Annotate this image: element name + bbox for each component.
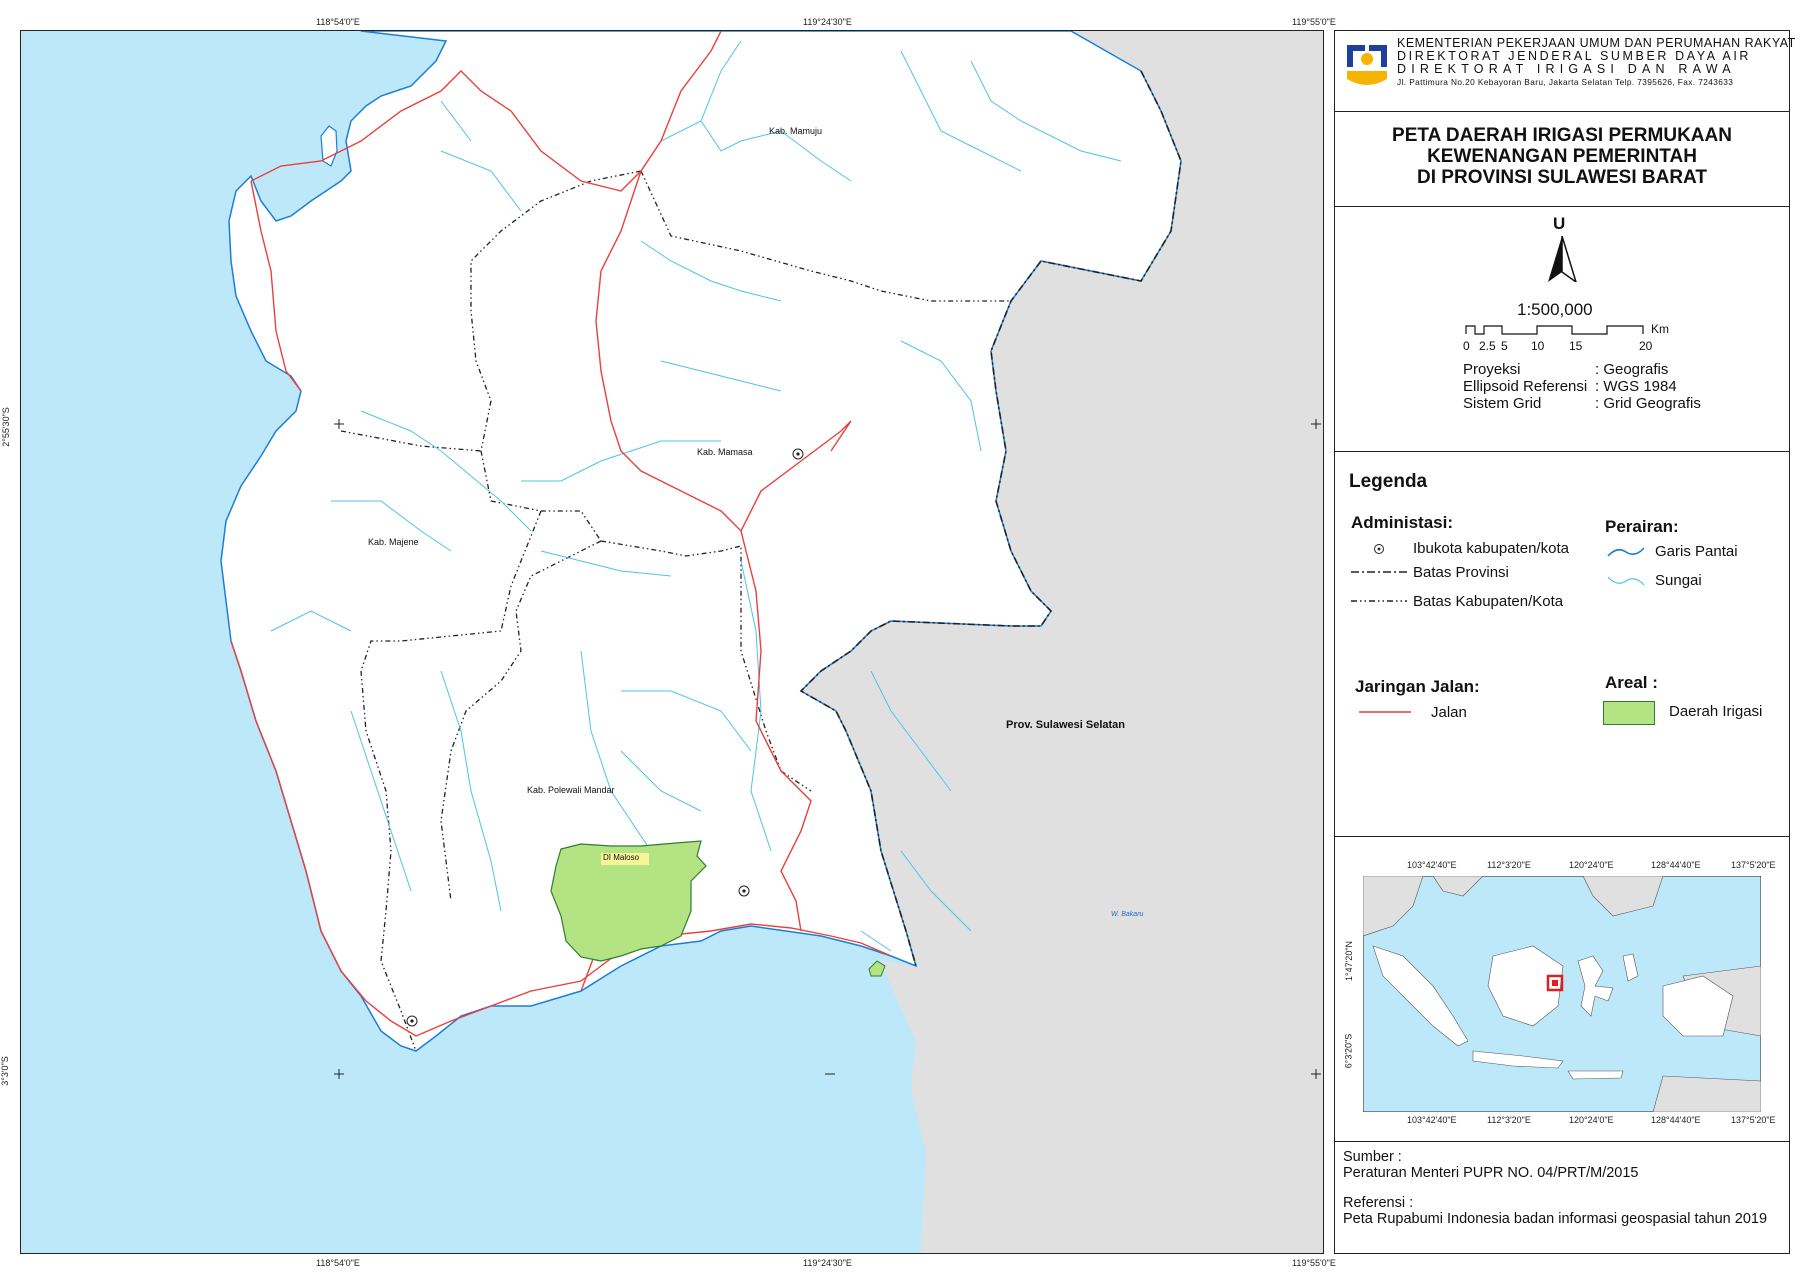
inset-top-tick-1: 103°42'40"E — [1407, 860, 1457, 870]
river-symbol-icon — [1607, 576, 1645, 586]
small-island — [320, 125, 338, 167]
inset-top-tick-4: 128°44'40"E — [1651, 860, 1701, 870]
referensi-label: Referensi : — [1343, 1195, 1414, 1211]
graticule-left-2: 3°3'0"S — [0, 1056, 10, 1086]
inset-indonesia-land — [1372, 945, 1734, 1080]
province-boundary — [799, 70, 1182, 967]
irrigation-area-di-maloso — [550, 840, 707, 962]
inset-top-tick-3: 120°24'0"E — [1569, 860, 1614, 870]
legend-jalan-title: Jaringan Jalan: — [1355, 677, 1480, 696]
irrigation-symbol — [1603, 701, 1655, 725]
label-kab-mamasa: Kab. Mamasa — [697, 447, 753, 457]
graticule-bottom-1: 118°54'0"E — [316, 1258, 360, 1268]
map-specs: U 1:500,000 0 2.5 5 10 15 20 Km Proyeksi… — [1335, 206, 1789, 452]
north-arrow-icon — [1548, 236, 1577, 282]
label-kab-majene: Kab. Majene — [368, 537, 419, 547]
label-w-bakaru: W. Bakaru — [1111, 911, 1144, 918]
ellipsoid-value: : WGS 1984 — [1595, 378, 1677, 395]
inset-bottom-tick-2: 112°3'20"E — [1487, 1115, 1531, 1125]
regency-boundary-symbol-icon — [1351, 600, 1407, 602]
label-prov-sulawesi-selatan: Prov. Sulawesi Selatan — [1006, 719, 1126, 731]
province-boundary-symbol-icon — [1351, 571, 1407, 573]
north-label: U — [1553, 214, 1566, 233]
sumber-label: Sumber : — [1343, 1149, 1402, 1165]
sources: Sumber : Peraturan Menteri PUPR NO. 04/P… — [1335, 1141, 1789, 1253]
road-symbol-icon — [1359, 711, 1411, 713]
title-line-3: DI PROVINSI SULAWESI BARAT — [1417, 167, 1707, 188]
inset-map-indonesia — [1363, 876, 1761, 1112]
legend-jalan: Jalan — [1431, 704, 1467, 721]
sulsel-area — [801, 31, 1323, 1253]
projection-key: Proyeksi — [1463, 361, 1521, 378]
graticule-top-1: 118°54'0"E — [316, 17, 360, 27]
label-kab-polewali-mandar: Kab. Polewali Mandar — [527, 785, 615, 795]
inset-left-tick-1: 1°47'20"N — [1344, 940, 1355, 982]
map-canvas — [21, 31, 1323, 1253]
inset-top-tick-5: 137°5'20"E — [1731, 860, 1776, 870]
graticule-crosses — [334, 419, 1321, 1079]
legend-admin-title: Administasi: — [1351, 513, 1454, 532]
di-maloso-label-bg — [601, 853, 649, 865]
capital-marker-dots — [410, 452, 800, 1023]
scale-tick-2-5: 2.5 — [1479, 339, 1496, 353]
grid-key: Sistem Grid — [1463, 395, 1542, 412]
map-title: PETA DAERAH IRIGASI PERMUKAAN KEWENANGAN… — [1335, 111, 1789, 207]
ministry-logo-icon — [1343, 39, 1391, 91]
legend-garis-pantai: Garis Pantai — [1655, 543, 1738, 560]
inset-left-tick-2: 6°3'20"S — [1343, 1033, 1354, 1069]
legend-daerah-irigasi: Daerah Irigasi — [1669, 703, 1763, 720]
grid-value: : Grid Geografis — [1595, 395, 1701, 412]
legend-perairan-title: Perairan: — [1605, 517, 1679, 536]
coastline-symbol-icon — [1607, 547, 1645, 557]
scale-ratio: 1:500,000 — [1517, 300, 1593, 319]
sulbar-land — [220, 31, 1182, 1052]
inset-bottom-tick-3: 120°24'0"E — [1569, 1115, 1614, 1125]
sumber-text: Peraturan Menteri PUPR NO. 04/PRT/M/2015 — [1343, 1165, 1639, 1181]
header-directorate-general: DIREKTORAT JENDERAL SUMBER DAYA AIR — [1397, 49, 1752, 63]
header-directorate: DIREKTORAT IRIGASI DAN RAWA — [1397, 62, 1736, 76]
scale-tick-10: 10 — [1531, 339, 1545, 353]
main-map[interactable]: Kab. Mamuju Kab. Mamasa Kab. Majene Kab.… — [20, 30, 1324, 1254]
header-address: Jl. Pattimura No.20 Kebayoran Baru, Jaka… — [1397, 77, 1734, 87]
header-ministry: KEMENTERIAN PEKERJAAN UMUM DAN PERUMAHAN… — [1397, 36, 1796, 50]
label-di-maloso: DI Maloso — [603, 853, 640, 862]
scale-tick-15: 15 — [1569, 339, 1583, 353]
inset-bottom-tick-4: 128°44'40"E — [1651, 1115, 1701, 1125]
inset-location-fill — [1552, 980, 1558, 986]
legend-batas-provinsi: Batas Provinsi — [1413, 564, 1509, 581]
scale-unit: Km — [1651, 322, 1669, 336]
label-kab-mamuju: Kab. Mamuju — [769, 126, 823, 136]
inset-bottom-tick-1: 103°42'40"E — [1407, 1115, 1457, 1125]
legend-areal-title: Areal : — [1605, 673, 1658, 692]
inset-bottom-tick-5: 137°5'20"E — [1731, 1115, 1776, 1125]
projection-value: : Geografis — [1595, 361, 1669, 378]
scale-tick-5: 5 — [1501, 339, 1508, 353]
legend-batas-kabupaten: Batas Kabupaten/Kota — [1413, 593, 1564, 610]
roads — [230, 31, 892, 1037]
title-line-2: KEWENANGAN PEMERINTAH — [1427, 146, 1697, 167]
graticule-top-2: 119°24'30"E — [803, 17, 852, 27]
inset-location-marker — [1546, 974, 1564, 992]
graticule-bottom-2: 119°24'30"E — [803, 1258, 852, 1268]
legend-title: Legenda — [1349, 471, 1428, 492]
referensi-text: Peta Rupabumi Indonesia badan informasi … — [1343, 1211, 1768, 1227]
ministry-header: KEMENTERIAN PEKERJAAN UMUM DAN PERUMAHAN… — [1335, 31, 1795, 112]
scale-bar — [1465, 325, 1644, 335]
inset-map-section: 103°42'40"E 112°3'20"E 120°24'0"E 128°44… — [1335, 836, 1789, 1142]
scale-tick-20: 20 — [1639, 339, 1653, 353]
graticule-top-3: 119°55'0"E — [1292, 17, 1336, 27]
graticule-left-1: 2°55'30"S — [0, 407, 11, 447]
legend-ibukota: Ibukota kabupaten/kota — [1413, 540, 1569, 557]
inset-top-tick-2: 112°3'20"E — [1487, 860, 1531, 870]
scale-tick-0: 0 — [1463, 339, 1470, 353]
graticule-bottom-3: 119°55'0"E — [1292, 1258, 1336, 1268]
capital-symbol-icon — [1374, 544, 1384, 554]
ellipsoid-key: Ellipsoid Referensi — [1463, 378, 1588, 395]
title-line-1: PETA DAERAH IRIGASI PERMUKAAN — [1392, 125, 1732, 146]
legend: Legenda Administasi: Ibukota kabupaten/k… — [1335, 451, 1789, 837]
irrigation-area-small — [868, 960, 886, 977]
map-info-panel: KEMENTERIAN PEKERJAAN UMUM DAN PERUMAHAN… — [1334, 30, 1795, 1254]
legend-sungai: Sungai — [1655, 572, 1702, 589]
kabupaten-boundaries — [340, 170, 1011, 1052]
